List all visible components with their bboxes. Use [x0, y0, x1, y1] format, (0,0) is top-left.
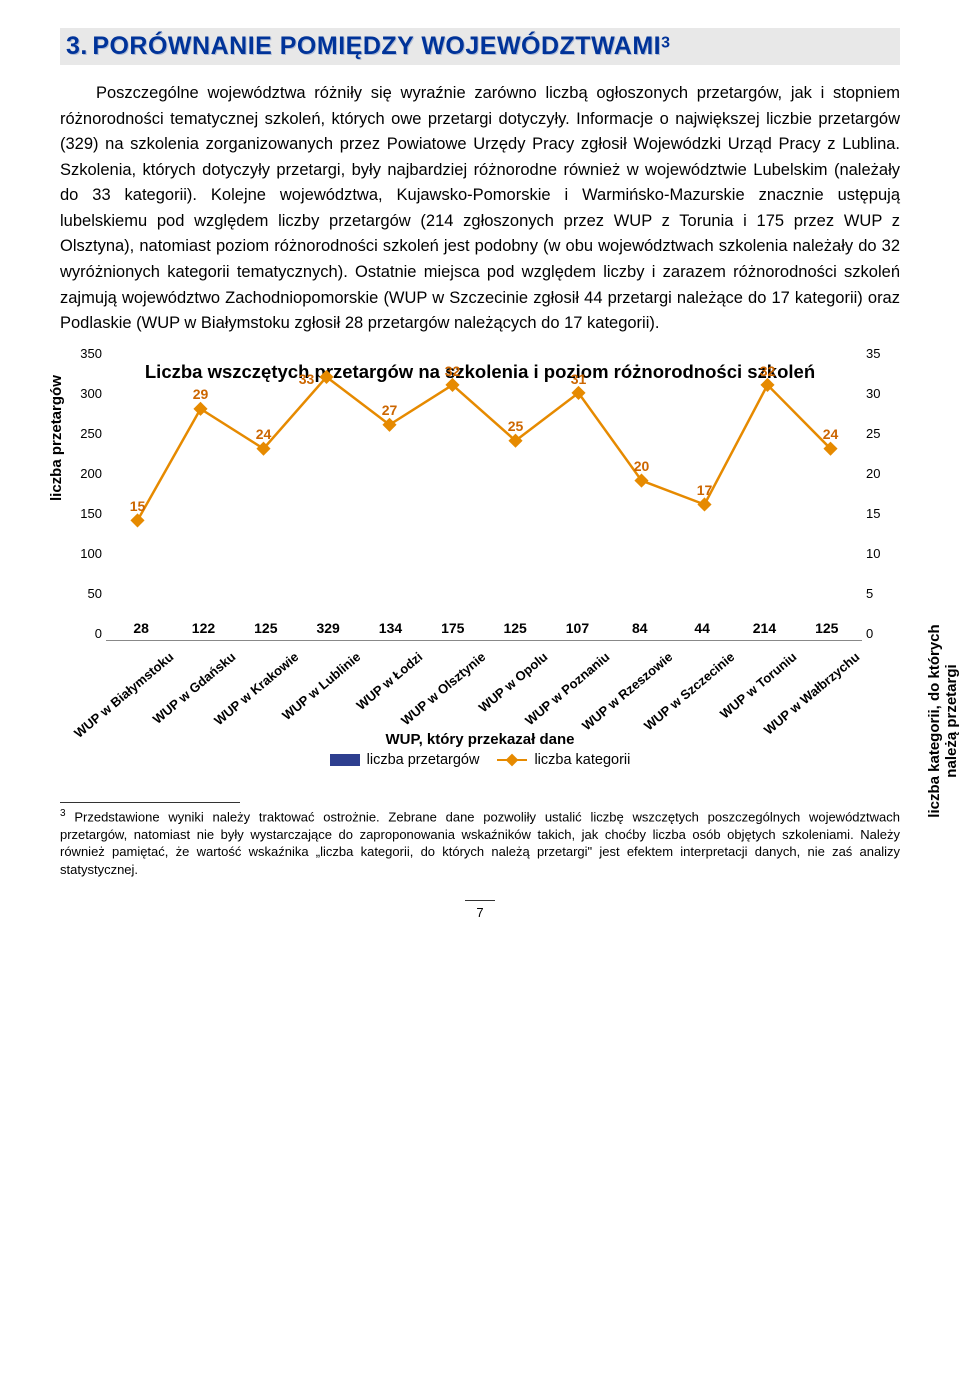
line-value-label: 27: [382, 402, 398, 418]
line-value-label: 29: [193, 386, 209, 402]
page-number: 7: [465, 900, 495, 920]
line-value-label: 17: [697, 482, 713, 498]
footnote-text: Przedstawione wyniki należy traktować os…: [60, 809, 900, 877]
bar-value-label: 84: [618, 620, 662, 636]
chart-plot-area: 350300250200150100500 28 122 125 329 134 175 1…: [70, 361, 890, 641]
line-value-label: 25: [508, 418, 524, 434]
bar-value-label: 125: [244, 620, 288, 636]
y-axis-left-label: liczba przetargów: [48, 375, 65, 501]
chart-plot: 28 122 125 329 134 175 125 107 84 44 214 125 15 29 24…: [106, 361, 862, 641]
section-heading: 3. PORÓWNANIE POMIĘDZY WOJEWÓDZTWAMI3: [60, 28, 900, 65]
document-page: 3. PORÓWNANIE POMIĘDZY WOJEWÓDZTWAMI3 Po…: [0, 0, 960, 950]
y-axis-right-ticks: 35302520151050: [862, 361, 890, 641]
x-tick: WUP w Wałbrzychu: [806, 635, 908, 739]
footnote-separator: [60, 802, 240, 803]
footnote-marker: 3: [60, 808, 66, 819]
y-axis-left-ticks: 350300250200150100500: [70, 361, 106, 641]
heading-footnote-ref: 3: [661, 35, 670, 52]
body-paragraph: Poszczególne województwa różniły się wyr…: [60, 81, 900, 337]
chart-legend: liczba przetargów liczba kategorii: [70, 752, 890, 768]
heading-title: PORÓWNANIE POMIĘDZY WOJEWÓDZTWAMI: [92, 32, 661, 60]
line-value-label: 32: [760, 363, 776, 379]
bar-value-label: 44: [680, 620, 724, 636]
legend-item-bars: liczba przetargów: [330, 752, 480, 768]
bar-swatch-icon: [330, 754, 360, 766]
combo-chart: liczba przetargów liczba kategorii, do k…: [70, 361, 890, 768]
chart-x-label: WUP, który przekazał dane liczba przetar…: [70, 731, 890, 768]
y-axis-right-label: liczba kategorii, do których należą prze…: [926, 611, 960, 831]
bar-value-label: 329: [306, 620, 350, 636]
legend-line-label: liczba kategorii: [534, 752, 630, 768]
line-value-label: 20: [634, 458, 650, 474]
bar-value-label: 134: [368, 620, 412, 636]
x-axis-ticks: WUP w BiałymstokuWUP w GdańskuWUP w Krak…: [106, 641, 862, 731]
line-value-label: 24: [823, 426, 839, 442]
bar-value-label: 107: [555, 620, 599, 636]
bar-value-label: 125: [805, 620, 849, 636]
bar-value-label: 122: [181, 620, 225, 636]
bars-container: 28 122 125 329 134 175 125 107 84 44 214 125: [106, 361, 862, 640]
bar-value-label: 28: [119, 620, 163, 636]
bar-value-label: 125: [493, 620, 537, 636]
line-value-label: 31: [571, 371, 587, 387]
bar-value-label: 175: [431, 620, 475, 636]
line-value-label: 24: [256, 426, 272, 442]
line-swatch-icon: [497, 759, 527, 761]
footnote: 3 Przedstawione wyniki należy traktować …: [60, 807, 900, 879]
line-value-label: 15: [130, 498, 146, 514]
line-value-label: 32: [445, 363, 461, 379]
line-value-label: 33: [299, 371, 315, 387]
heading-number: 3.: [66, 32, 88, 60]
bar-value-label: 214: [742, 620, 786, 636]
legend-item-line: liczba kategorii: [497, 752, 630, 768]
legend-bars-label: liczba przetargów: [367, 752, 480, 768]
